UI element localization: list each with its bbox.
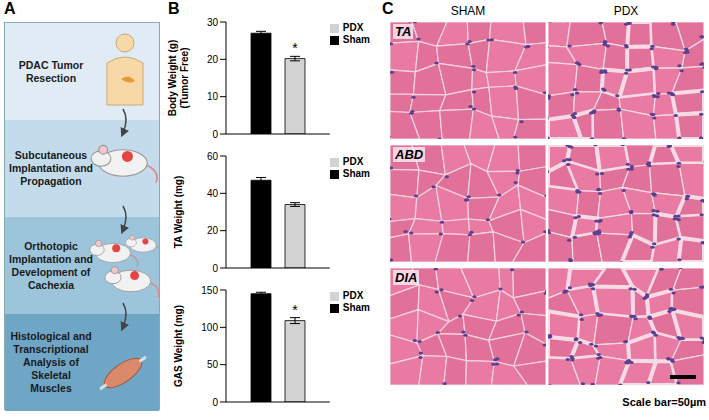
html-text:PDX: PDX <box>342 22 364 33</box>
html-text:C: C <box>382 0 394 17</box>
svg-text:0: 0 <box>212 129 218 140</box>
svg-text:150: 150 <box>201 285 218 296</box>
svg-text:10: 10 <box>207 91 219 102</box>
html-text:Orthotopic Implantation and De: Orthotopic Implantation and Development … <box>9 239 93 291</box>
svg-text:TA Weight (mg): TA Weight (mg) <box>173 176 184 249</box>
svg-text:50: 50 <box>207 359 219 370</box>
svg-text:0: 0 <box>212 397 218 408</box>
html-text:PDAC Tumor Resection: PDAC Tumor Resection <box>18 58 84 84</box>
html-text:Sham: Sham <box>342 302 370 313</box>
svg-text:*: * <box>292 302 298 318</box>
svg-text:100: 100 <box>201 322 218 333</box>
html-text:DIA: DIA <box>395 270 418 285</box>
html-text:Sham: Sham <box>342 34 370 45</box>
html-text:TA: TA <box>395 24 412 39</box>
html-text:A: A <box>4 0 16 17</box>
html-text:ABD: ABD <box>395 147 424 162</box>
svg-text:20: 20 <box>207 54 219 65</box>
html-text:PDX: PDX <box>342 156 364 167</box>
svg-text:40: 40 <box>207 188 219 199</box>
svg-text:60: 60 <box>207 151 219 162</box>
svg-text:30: 30 <box>207 17 219 28</box>
html-text:PDX: PDX <box>342 290 364 301</box>
svg-text:Body Weight (g)(Tumor Free): Body Weight (g)(Tumor Free) <box>167 40 190 116</box>
svg-text:GAS Weight (mg): GAS Weight (mg) <box>173 305 184 387</box>
svg-text:*: * <box>292 40 298 56</box>
html-text:Sham: Sham <box>342 168 370 179</box>
html-text:B: B <box>168 0 180 17</box>
svg-text:20: 20 <box>207 225 219 236</box>
html-text:Histological and Transcription: Histological and Transcriptional Analysi… <box>10 330 92 394</box>
html-text:PDX: PDX <box>613 4 639 18</box>
svg-text:0: 0 <box>212 263 218 274</box>
html-text:Subcutaneous Implantation and: Subcutaneous Implantation and Propagatio… <box>9 149 93 187</box>
html-text:SHAM: SHAM <box>450 4 486 18</box>
html-text:Scale bar=50µm: Scale bar=50µm <box>622 396 706 408</box>
